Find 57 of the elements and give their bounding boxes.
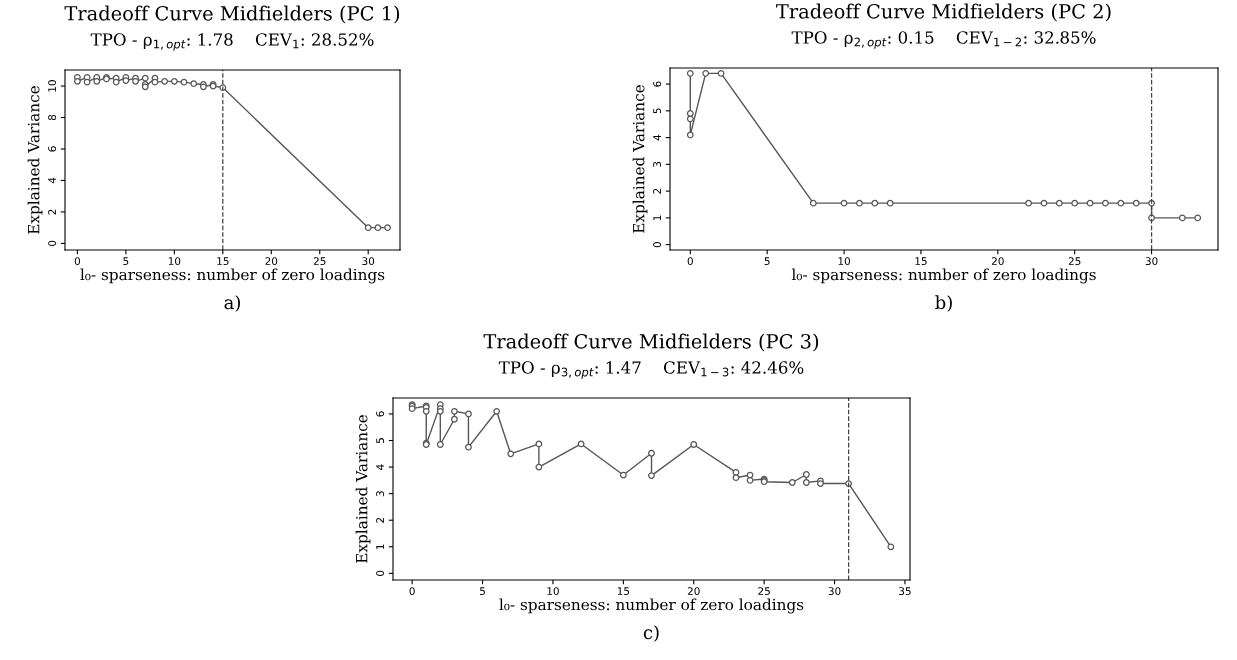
y-tick-label: 0 <box>376 570 385 576</box>
chart-title: Tradeoff Curve Midfielders (PC 1) <box>64 5 400 24</box>
x-tick-label: 5 <box>123 257 129 266</box>
x-tick-label: 0 <box>687 257 693 266</box>
chart-title: Tradeoff Curve Midfielders (PC 3) <box>483 333 819 352</box>
y-tick-label: 6 <box>48 146 57 152</box>
x-tick-label: 0 <box>74 257 81 266</box>
x-tick-label: 20 <box>991 257 1004 266</box>
y-tick-label: 5 <box>376 438 385 444</box>
x-tick-label: 25 <box>758 587 770 596</box>
y-tick-label: 2 <box>376 517 384 523</box>
chart-title: Tradeoff Curve Midfielders (PC 2) <box>776 3 1111 22</box>
x-tick-label: 15 <box>915 257 927 266</box>
x-tick-label: 10 <box>168 257 181 266</box>
x-tick-label: 10 <box>547 587 559 596</box>
x-tick-label: 0 <box>409 587 415 596</box>
y-tick-label: 1 <box>653 215 661 221</box>
y-tick-label: 4 <box>376 464 384 470</box>
y-tick-label: 2 <box>653 188 661 194</box>
x-axis-title: l₀- sparseness: number of zero loadings <box>499 598 804 614</box>
y-tick-label: 5 <box>653 108 662 114</box>
x-tick-label: 20 <box>687 587 700 596</box>
y-tick-label: 0 <box>653 242 662 248</box>
x-axis-title: l₀- sparseness: number of zero loadings <box>791 268 1096 284</box>
x-tick-label: 5 <box>764 257 770 266</box>
y-tick-label: 10 <box>48 80 57 92</box>
y-tick-label: 8 <box>48 114 57 121</box>
y-axis-title: Explained Variance <box>632 85 648 233</box>
text: a) <box>224 295 240 312</box>
y-tick-label: 0 <box>48 240 57 247</box>
y-tick-label: 2 <box>48 209 56 215</box>
x-axis-title: l₀- sparseness: number of zero loadings <box>80 268 385 284</box>
y-tick-label: 1 <box>376 544 384 549</box>
y-tick-label: 6 <box>653 81 662 87</box>
y-tick-label: 3 <box>653 161 662 167</box>
x-tick-label: 5 <box>480 587 485 596</box>
y-tick-label: 3 <box>376 491 385 497</box>
x-tick-label: 20 <box>265 257 278 266</box>
x-tick-label: 25 <box>313 257 326 266</box>
x-tick-label: 35 <box>899 587 911 596</box>
x-tick-label: 15 <box>217 257 229 266</box>
chart-subtitle: TPO - ρ$_{1,opt}$: 1.78 CEV$_{1}$: 28.52% <box>90 33 374 51</box>
x-tick-label: 30 <box>362 257 375 266</box>
x-tick-label: 30 <box>1145 257 1158 266</box>
y-tick-label: 6 <box>376 411 385 417</box>
x-tick-label: 15 <box>617 587 630 596</box>
y-tick-label: 4 <box>653 134 661 141</box>
x-tick-label: 30 <box>828 587 841 596</box>
text: c) <box>643 625 659 642</box>
chart-subtitle: TPO - ρ$_{2,opt}$: 0.15 CEV$_{1−2}$: 32.85% <box>791 31 1096 49</box>
y-axis-title: Explained Variance <box>355 415 371 563</box>
text: b) <box>935 295 952 312</box>
x-tick-label: 10 <box>838 257 850 266</box>
x-tick-label: 25 <box>1068 257 1081 266</box>
y-tick-label: 4 <box>48 177 56 184</box>
y-axis-title: Explained Variance <box>27 86 43 234</box>
chart-subtitle: TPO - ρ$_{3,opt}$: 1.47 CEV$_{1−3}$: 42.46% <box>498 361 804 379</box>
